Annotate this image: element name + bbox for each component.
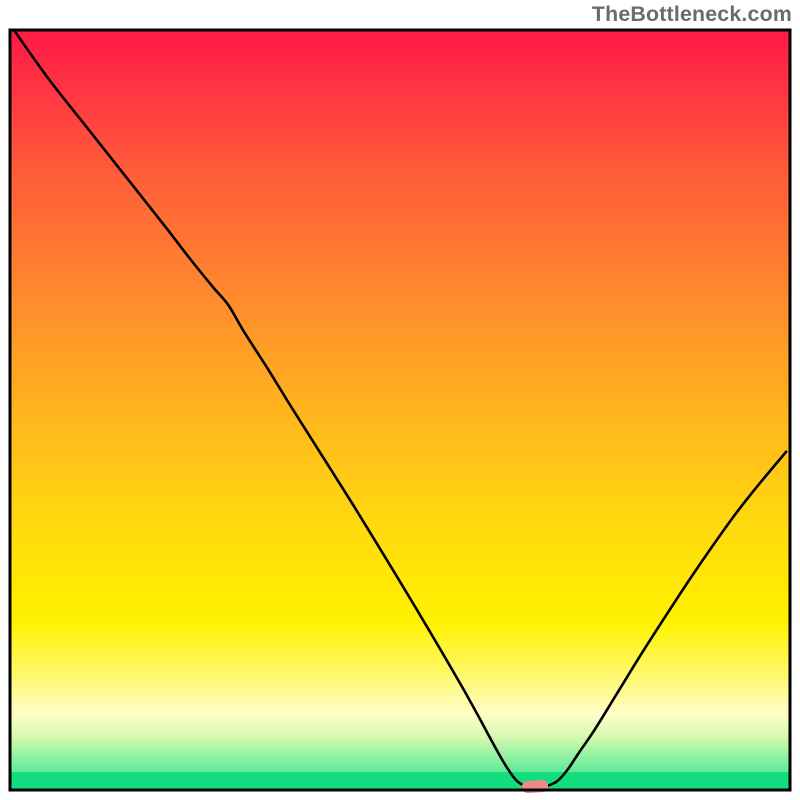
bottom-green-band [10,772,790,790]
chart-canvas: TheBottleneck.com [0,0,800,800]
chart-svg [0,0,800,800]
gradient-background [10,30,790,790]
watermark-text: TheBottleneck.com [592,2,792,27]
plot-area [10,30,790,794]
